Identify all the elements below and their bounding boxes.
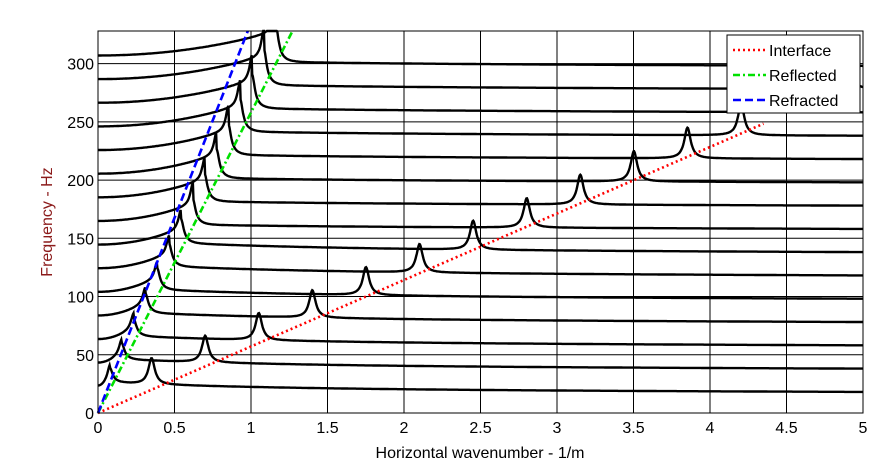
trace-200hz bbox=[98, 132, 863, 184]
trace-60hz bbox=[98, 309, 863, 347]
x-tick-label: 4.5 bbox=[775, 420, 797, 437]
x-tick-label: 5 bbox=[859, 420, 868, 437]
x-tick-label: 3.5 bbox=[622, 420, 644, 437]
trace-80hz bbox=[98, 287, 863, 324]
y-tick-label: 0 bbox=[85, 406, 94, 423]
x-tick-label: 4 bbox=[706, 420, 715, 437]
trace-240hz bbox=[98, 79, 863, 137]
y-tick-label: 50 bbox=[76, 348, 94, 365]
x-tick-label: 2 bbox=[400, 420, 409, 437]
series-line-interface bbox=[97, 122, 765, 415]
legend-label-interface: Interface bbox=[769, 43, 831, 60]
y-tick-label: 100 bbox=[67, 290, 94, 307]
y-tick-label: 200 bbox=[67, 173, 94, 190]
plot-frame bbox=[97, 30, 864, 414]
trace-140hz bbox=[98, 209, 863, 254]
x-tick-label: 2.5 bbox=[469, 420, 491, 437]
x-tick-label: 0.5 bbox=[163, 420, 185, 437]
trace-100hz bbox=[98, 261, 863, 300]
trace-120hz bbox=[98, 234, 863, 277]
trace-180hz bbox=[98, 157, 863, 207]
legend: Interface Reflected Refracted bbox=[726, 34, 861, 114]
y-tick-label: 150 bbox=[67, 231, 94, 248]
trace-40hz bbox=[97, 333, 863, 370]
trace-20hz bbox=[97, 357, 863, 394]
x-axis-label: Horizontal wavenumber - 1/m bbox=[376, 445, 585, 462]
x-tick-label: 3 bbox=[553, 420, 562, 437]
x-tick-label: 1.5 bbox=[316, 420, 338, 437]
y-tick-label: 300 bbox=[67, 57, 94, 74]
trace-160hz bbox=[98, 179, 863, 231]
series-line-refracted bbox=[96, 30, 250, 414]
y-tick-label: 250 bbox=[67, 115, 94, 132]
series-line-reflected bbox=[96, 30, 294, 414]
legend-label-refracted: Refracted bbox=[769, 93, 838, 110]
x-tick-label: 1 bbox=[247, 420, 256, 437]
x-tick-label: 0 bbox=[94, 420, 103, 437]
legend-label-reflected: Reflected bbox=[769, 68, 837, 85]
y-axis-label: Frequency - Hz bbox=[39, 167, 56, 276]
trace-220hz bbox=[98, 105, 863, 161]
